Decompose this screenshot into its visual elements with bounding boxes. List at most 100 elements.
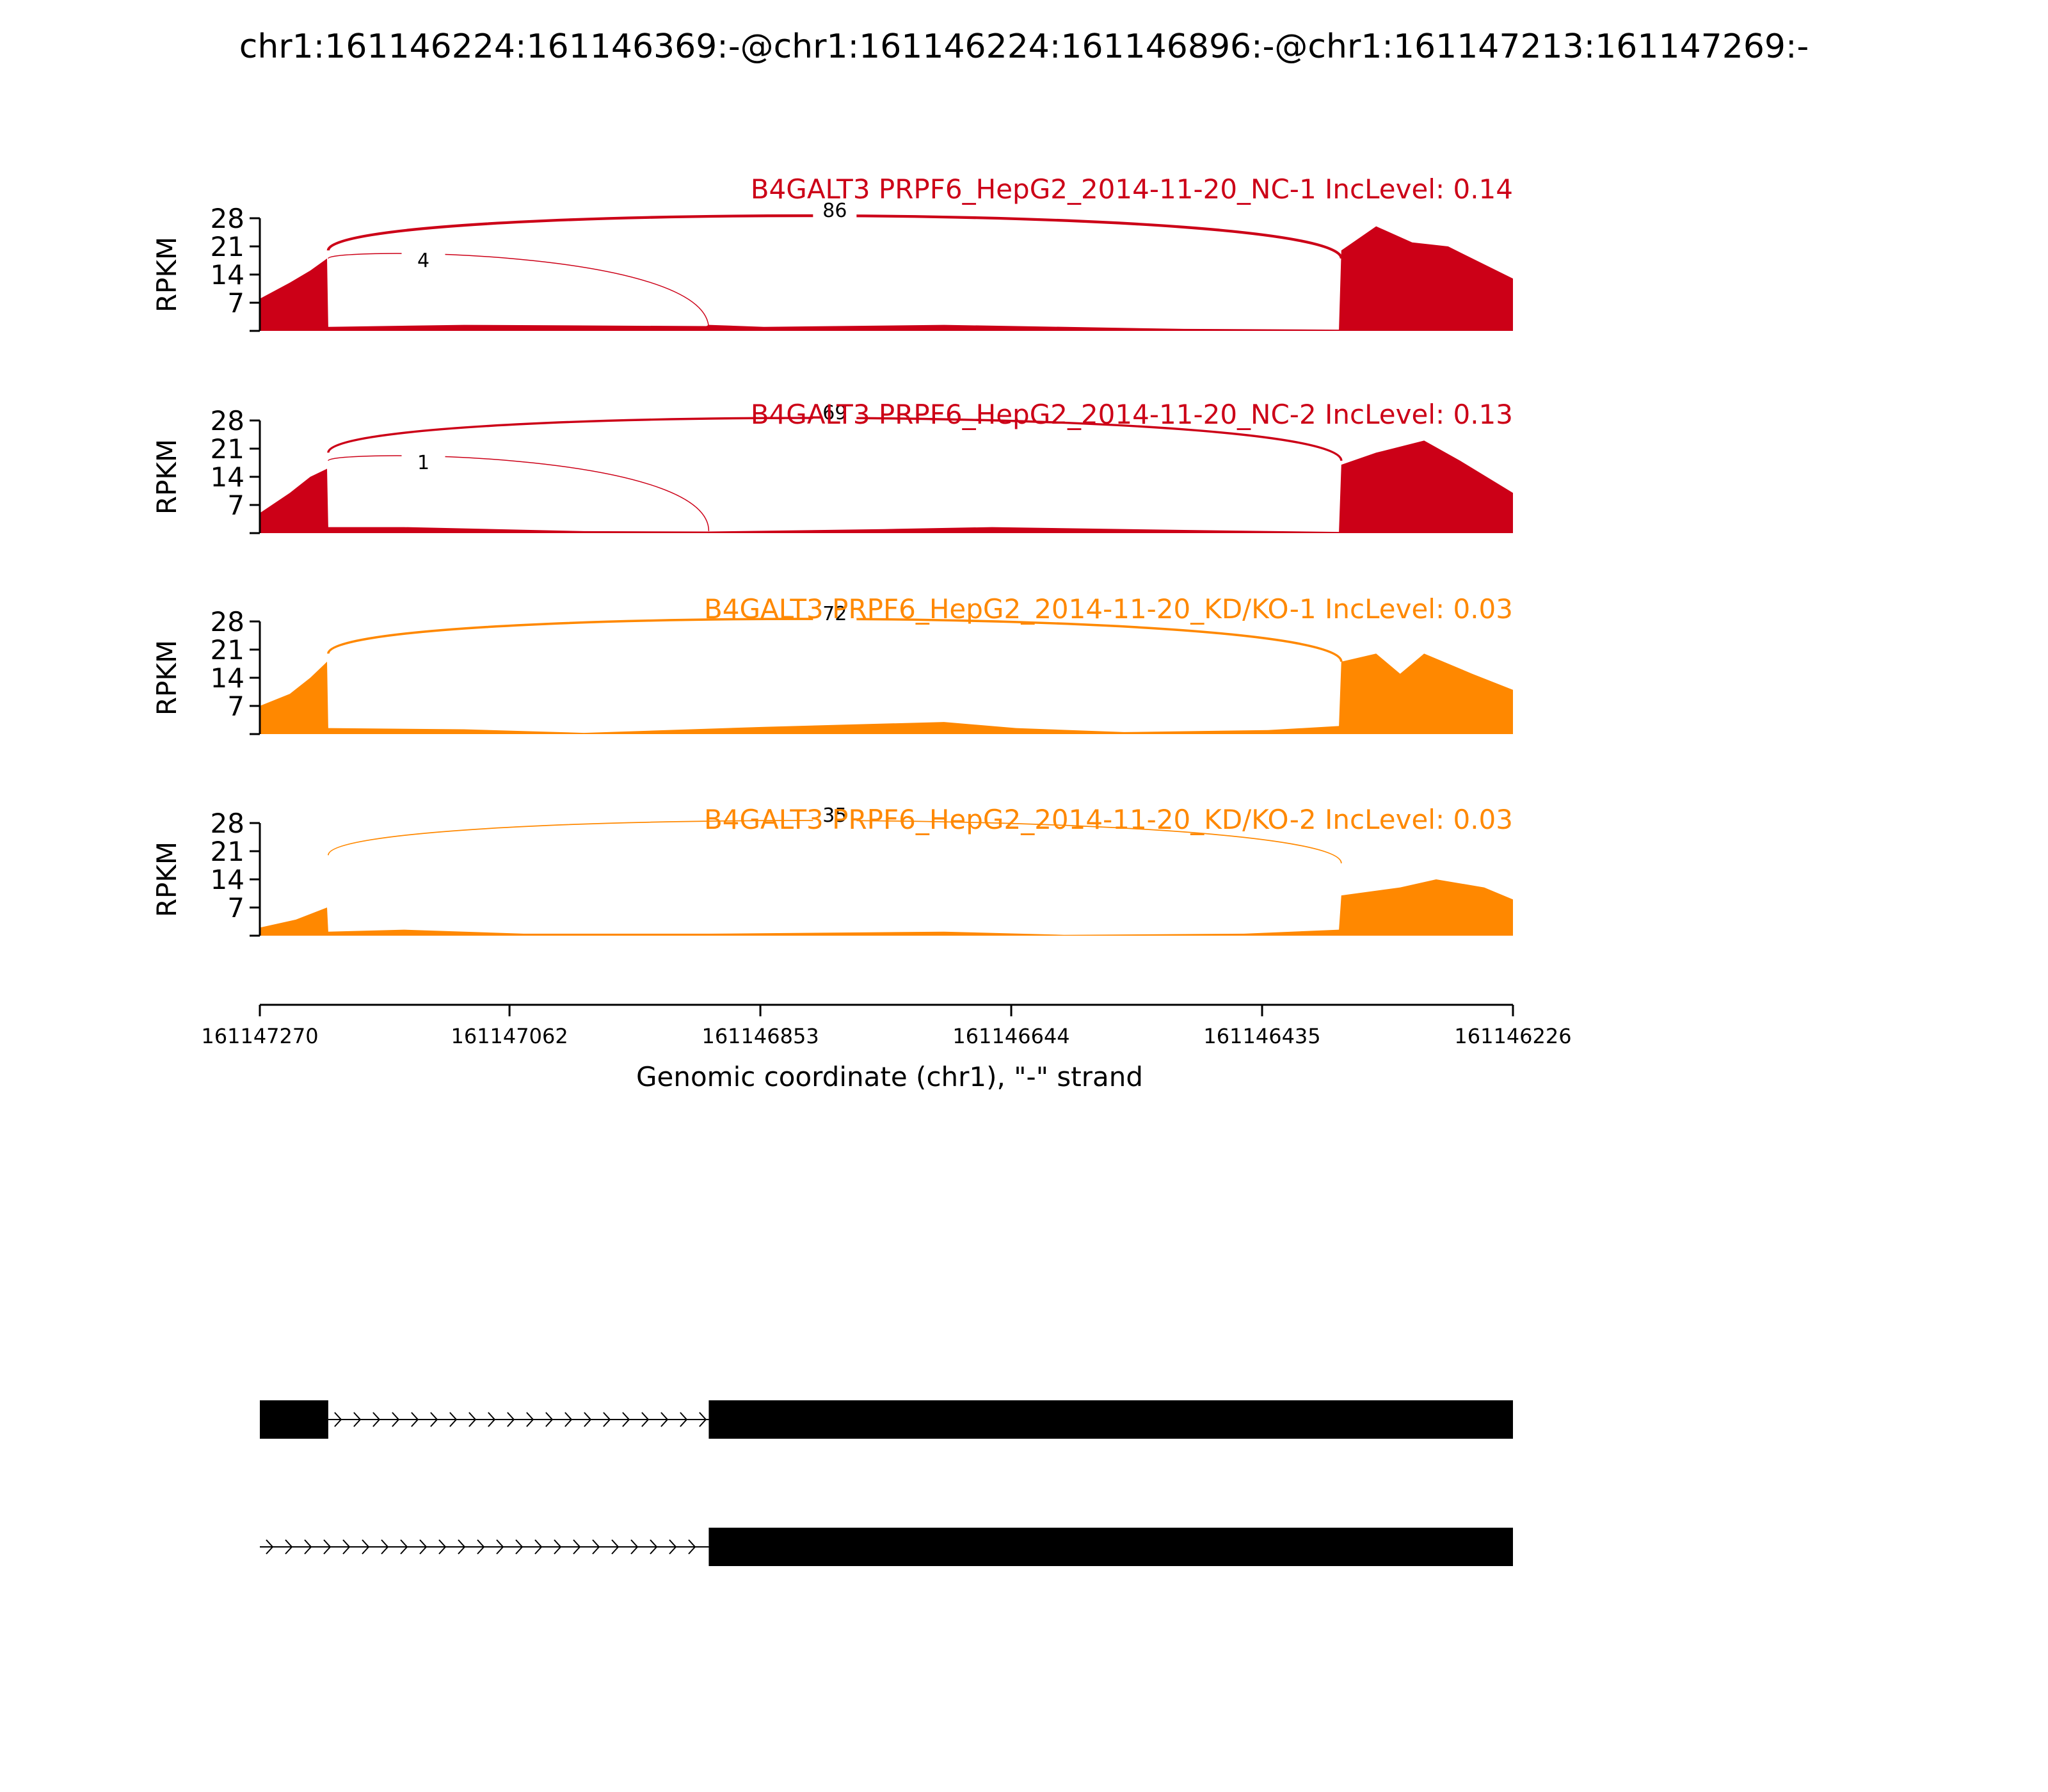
strand-arrow — [515, 1539, 524, 1555]
coverage-area — [260, 226, 1513, 331]
y-tick-label: 21 — [211, 231, 244, 262]
strand-arrow — [468, 1412, 477, 1427]
sample-label: B4GALT3 PRPF6_HepG2_2014-11-20_KD/KO-2 I… — [704, 804, 1513, 835]
strand-arrow — [438, 1539, 447, 1555]
strand-arrow — [699, 1412, 707, 1427]
y-axis-label: RPKM — [151, 439, 182, 515]
x-tick-label: 161147270 — [201, 1024, 318, 1048]
y-tick-label: 21 — [211, 634, 244, 666]
strand-arrow — [430, 1412, 438, 1427]
strand-arrow — [564, 1412, 573, 1427]
figure-title: chr1:161146224:161146369:-@chr1:16114622… — [239, 28, 1809, 66]
strand-arrow — [573, 1539, 581, 1555]
strand-arrow — [507, 1412, 515, 1427]
x-axis: 161147270 161147062 161146853 161146644 1611… — [201, 1004, 1572, 1092]
strand-arrow — [381, 1539, 389, 1555]
strand-arrow — [353, 1412, 362, 1427]
coverage-area — [260, 879, 1513, 936]
y-tick-label: 28 — [211, 808, 244, 839]
sample-label: B4GALT3 PRPF6_HepG2_2014-11-20_KD/KO-1 I… — [704, 593, 1513, 625]
junction-read-count: 86 — [822, 200, 847, 222]
y-tick-label: 7 — [227, 691, 244, 722]
y-tick-label: 7 — [227, 287, 244, 319]
strand-arrow — [477, 1539, 485, 1555]
junction-label-bg — [401, 252, 445, 273]
x-axis-label: Genomic coordinate (chr1), "-" strand — [636, 1061, 1143, 1092]
y-tick-label: 28 — [211, 405, 244, 436]
junction-label-bg — [813, 806, 857, 828]
gene-models — [260, 1400, 1513, 1566]
strand-arrow — [622, 1412, 630, 1427]
x-tick-label: 161147062 — [451, 1024, 568, 1048]
y-tick-label: 14 — [211, 662, 244, 694]
strand-arrow — [488, 1412, 496, 1427]
junction-label-bg — [401, 454, 445, 476]
strand-arrow — [650, 1539, 658, 1555]
strand-arrow — [554, 1539, 562, 1555]
coverage-area — [260, 653, 1513, 734]
gene-model-1 — [260, 1400, 1513, 1439]
strand-arrow — [641, 1412, 650, 1427]
junction-label-bg — [813, 404, 857, 426]
junction-arc — [328, 455, 710, 531]
y-axis-label: RPKM — [151, 640, 182, 716]
strand-arrow — [449, 1412, 458, 1427]
y-tick-label: 14 — [211, 259, 244, 291]
y-axis-label: RPKM — [151, 842, 182, 917]
strand-arrow — [545, 1412, 554, 1427]
exon-block — [708, 1400, 1513, 1439]
x-tick-label: 161146226 — [1454, 1024, 1571, 1048]
junction-read-count: 1 — [417, 452, 429, 474]
y-tick-label: 21 — [211, 836, 244, 867]
strand-arrow — [630, 1539, 639, 1555]
x-tick-label: 161146435 — [1203, 1024, 1320, 1048]
strand-arrow — [611, 1539, 620, 1555]
strand-arrow — [688, 1539, 696, 1555]
strand-arrow — [304, 1539, 312, 1555]
strand-arrow — [411, 1412, 419, 1427]
strand-arrow — [362, 1539, 370, 1555]
x-tick-label: 161146644 — [952, 1024, 1069, 1048]
coverage-area — [260, 440, 1513, 533]
strand-arrow — [669, 1539, 677, 1555]
strand-arrow — [372, 1412, 381, 1427]
junction-label-bg — [813, 605, 857, 627]
y-tick-label: 28 — [211, 606, 244, 637]
y-axis-label: RPKM — [151, 237, 182, 312]
junction-read-count: 4 — [417, 250, 429, 272]
strand-arrow — [419, 1539, 428, 1555]
y-tick-label: 14 — [211, 461, 244, 493]
exon-block — [708, 1528, 1513, 1566]
gene-model-2 — [260, 1528, 1513, 1566]
strand-arrow — [603, 1412, 611, 1427]
y-tick-label: 7 — [227, 490, 244, 521]
y-tick-label: 28 — [211, 203, 244, 234]
strand-arrow — [534, 1539, 543, 1555]
strand-arrow — [266, 1539, 274, 1555]
junction-read-count: 35 — [822, 804, 847, 827]
strand-arrow — [584, 1412, 592, 1427]
strand-arrow — [458, 1539, 466, 1555]
strand-arrow — [592, 1539, 600, 1555]
junction-read-count: 72 — [822, 603, 847, 625]
exon-block — [260, 1400, 328, 1439]
strand-arrow — [400, 1539, 408, 1555]
strand-arrow — [526, 1412, 534, 1427]
y-tick-label: 14 — [211, 864, 244, 895]
strand-arrow — [285, 1539, 293, 1555]
strand-arrow — [323, 1539, 332, 1555]
y-tick-label: 7 — [227, 892, 244, 924]
strand-arrow — [496, 1539, 504, 1555]
strand-arrow — [342, 1539, 351, 1555]
y-tick-label: 21 — [211, 433, 244, 465]
junction-read-count: 69 — [822, 402, 847, 424]
x-tick-label: 161146853 — [701, 1024, 819, 1048]
strand-arrow — [680, 1412, 688, 1427]
junction-label-bg — [813, 202, 857, 223]
junction-arc — [328, 253, 710, 329]
